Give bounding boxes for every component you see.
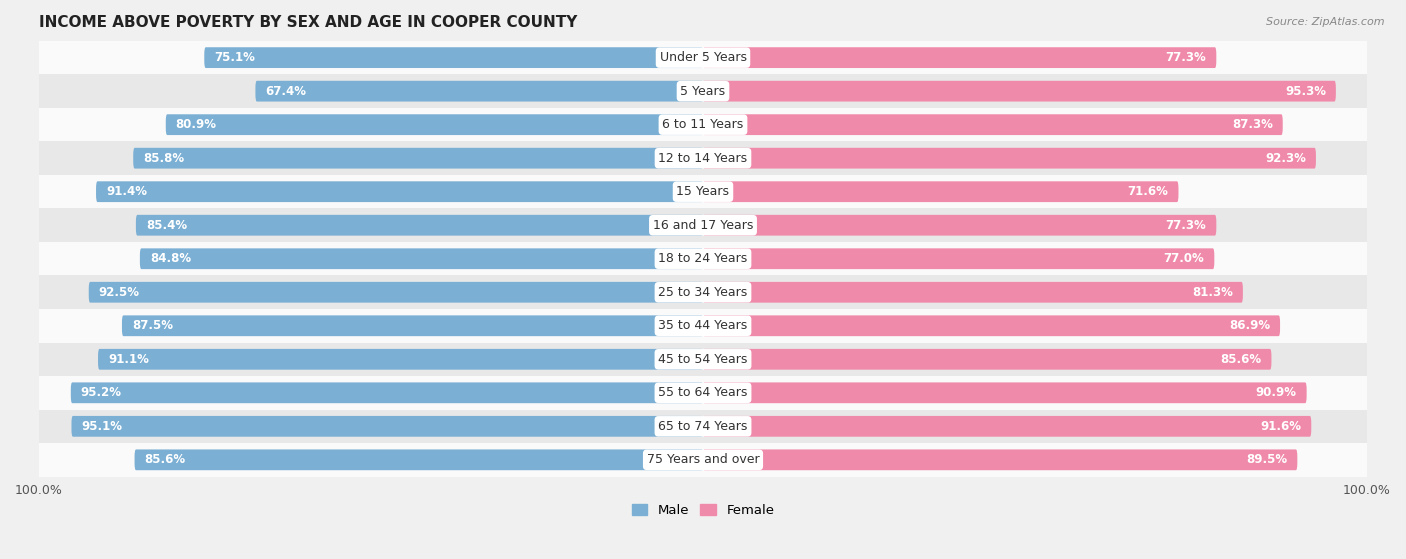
Text: 81.3%: 81.3% <box>1192 286 1233 299</box>
Text: 85.8%: 85.8% <box>143 151 184 165</box>
Bar <box>39 175 1367 209</box>
Text: 5 Years: 5 Years <box>681 84 725 98</box>
Text: 91.1%: 91.1% <box>108 353 149 366</box>
FancyBboxPatch shape <box>703 382 1306 403</box>
FancyBboxPatch shape <box>703 215 1216 235</box>
Text: 67.4%: 67.4% <box>266 84 307 98</box>
Text: Source: ZipAtlas.com: Source: ZipAtlas.com <box>1267 17 1385 27</box>
Bar <box>39 443 1367 477</box>
FancyBboxPatch shape <box>98 349 703 369</box>
FancyBboxPatch shape <box>703 114 1282 135</box>
Bar <box>39 209 1367 242</box>
Text: 77.3%: 77.3% <box>1166 219 1206 232</box>
Text: 84.8%: 84.8% <box>150 252 191 265</box>
Text: 25 to 34 Years: 25 to 34 Years <box>658 286 748 299</box>
Text: 71.6%: 71.6% <box>1128 185 1168 198</box>
Text: 86.9%: 86.9% <box>1229 319 1270 332</box>
Text: 90.9%: 90.9% <box>1256 386 1296 399</box>
Text: 16 and 17 Years: 16 and 17 Years <box>652 219 754 232</box>
Legend: Male, Female: Male, Female <box>626 499 780 522</box>
Text: 55 to 64 Years: 55 to 64 Years <box>658 386 748 399</box>
Bar <box>39 41 1367 74</box>
Bar <box>39 376 1367 410</box>
FancyBboxPatch shape <box>136 215 703 235</box>
Text: 95.2%: 95.2% <box>80 386 122 399</box>
FancyBboxPatch shape <box>703 449 1298 470</box>
Text: 77.3%: 77.3% <box>1166 51 1206 64</box>
FancyBboxPatch shape <box>70 382 703 403</box>
Text: 75 Years and over: 75 Years and over <box>647 453 759 466</box>
FancyBboxPatch shape <box>703 416 1312 437</box>
FancyBboxPatch shape <box>96 181 703 202</box>
FancyBboxPatch shape <box>204 48 703 68</box>
Bar <box>39 343 1367 376</box>
FancyBboxPatch shape <box>703 248 1215 269</box>
Text: 92.3%: 92.3% <box>1265 151 1306 165</box>
Text: 85.6%: 85.6% <box>145 453 186 466</box>
Text: 87.3%: 87.3% <box>1232 118 1272 131</box>
FancyBboxPatch shape <box>703 80 1336 102</box>
Text: 80.9%: 80.9% <box>176 118 217 131</box>
Text: 85.4%: 85.4% <box>146 219 187 232</box>
Text: 65 to 74 Years: 65 to 74 Years <box>658 420 748 433</box>
Bar <box>39 108 1367 141</box>
FancyBboxPatch shape <box>134 148 703 169</box>
Bar <box>39 242 1367 276</box>
Text: 75.1%: 75.1% <box>214 51 254 64</box>
FancyBboxPatch shape <box>139 248 703 269</box>
FancyBboxPatch shape <box>89 282 703 302</box>
FancyBboxPatch shape <box>703 48 1216 68</box>
FancyBboxPatch shape <box>72 416 703 437</box>
Text: Under 5 Years: Under 5 Years <box>659 51 747 64</box>
Text: 12 to 14 Years: 12 to 14 Years <box>658 151 748 165</box>
Bar <box>39 141 1367 175</box>
Text: 91.4%: 91.4% <box>105 185 148 198</box>
Text: 77.0%: 77.0% <box>1164 252 1205 265</box>
FancyBboxPatch shape <box>122 315 703 336</box>
FancyBboxPatch shape <box>166 114 703 135</box>
Text: 45 to 54 Years: 45 to 54 Years <box>658 353 748 366</box>
Bar <box>39 309 1367 343</box>
Text: 87.5%: 87.5% <box>132 319 173 332</box>
Text: 95.1%: 95.1% <box>82 420 122 433</box>
Text: INCOME ABOVE POVERTY BY SEX AND AGE IN COOPER COUNTY: INCOME ABOVE POVERTY BY SEX AND AGE IN C… <box>39 15 578 30</box>
FancyBboxPatch shape <box>135 449 703 470</box>
Text: 85.6%: 85.6% <box>1220 353 1261 366</box>
Text: 89.5%: 89.5% <box>1246 453 1288 466</box>
FancyBboxPatch shape <box>703 315 1279 336</box>
Text: 91.6%: 91.6% <box>1260 420 1302 433</box>
Text: 35 to 44 Years: 35 to 44 Years <box>658 319 748 332</box>
Bar <box>39 74 1367 108</box>
FancyBboxPatch shape <box>703 148 1316 169</box>
Bar <box>39 276 1367 309</box>
FancyBboxPatch shape <box>703 282 1243 302</box>
Text: 6 to 11 Years: 6 to 11 Years <box>662 118 744 131</box>
Text: 92.5%: 92.5% <box>98 286 139 299</box>
Text: 15 Years: 15 Years <box>676 185 730 198</box>
FancyBboxPatch shape <box>256 80 703 102</box>
Text: 95.3%: 95.3% <box>1285 84 1326 98</box>
FancyBboxPatch shape <box>703 181 1178 202</box>
Text: 18 to 24 Years: 18 to 24 Years <box>658 252 748 265</box>
FancyBboxPatch shape <box>703 349 1271 369</box>
Bar <box>39 410 1367 443</box>
